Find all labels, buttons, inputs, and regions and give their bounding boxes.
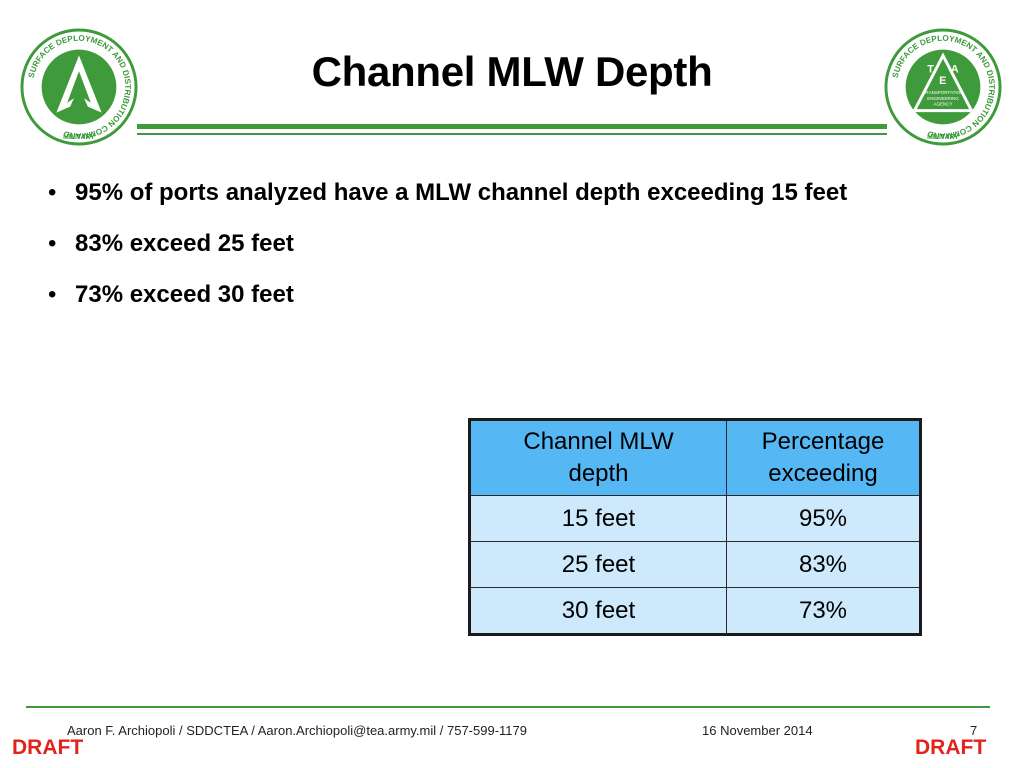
table-row: 25 feet 83% — [469, 541, 921, 588]
percentage-cell: 83% — [726, 541, 921, 588]
left-seal-bottom-text: MILITARY — [63, 134, 95, 141]
depth-cell: 25 feet — [469, 541, 727, 588]
tea-seal-icon: SURFACE DEPLOYMENT AND DISTRIBUTION COMM… — [884, 28, 1002, 146]
table-header-row: Channel MLW depth Percentage exceeding — [469, 419, 921, 496]
footer-author: Aaron F. Archiopoli / SDDCTEA / Aaron.Ar… — [67, 723, 527, 738]
draft-label-left: DRAFT — [12, 736, 84, 759]
bullet-list: • 95% of ports analyzed have a MLW chann… — [48, 178, 948, 331]
header-line: depth — [568, 460, 629, 487]
tea-inner-text-1: TRANSPORTATION — [923, 90, 964, 95]
tea-letter-e: E — [939, 75, 946, 87]
bullet-item: • 73% exceed 30 feet — [48, 280, 935, 310]
percentage-cell: 73% — [726, 587, 921, 635]
bullet-icon: • — [48, 179, 57, 206]
depth-cell: 15 feet — [469, 495, 727, 542]
right-seal-bottom-text: MILITARY — [927, 134, 959, 141]
tea-inner-text-3: AGENCY — [933, 102, 952, 107]
channel-depth-table: Channel MLW depth Percentage exceeding 1… — [468, 418, 922, 636]
header-line: Channel MLW — [523, 428, 674, 455]
bullet-text: 95% of ports analyzed have a MLW channel… — [75, 179, 848, 206]
draft-label-right: DRAFT — [915, 736, 987, 759]
header-line: exceeding — [768, 460, 878, 487]
table-row: 30 feet 73% — [469, 587, 921, 635]
tea-inner-text-2: ENGINEERING — [927, 96, 959, 101]
bullet-text: 73% exceed 30 feet — [75, 281, 294, 308]
sddc-seal-icon: SURFACE DEPLOYMENT AND DISTRIBUTION COMM… — [20, 28, 138, 146]
column-header-percentage: Percentage exceeding — [726, 419, 921, 496]
page-number: 7 — [970, 723, 978, 738]
bullet-text: 83% exceed 25 feet — [75, 230, 294, 257]
tea-letter-t: T — [927, 63, 934, 75]
column-header-depth: Channel MLW depth — [469, 419, 727, 496]
title-divider — [137, 124, 887, 129]
bullet-icon: • — [48, 281, 57, 308]
percentage-cell: 95% — [726, 495, 921, 542]
tea-letter-a: A — [951, 63, 959, 75]
footer-date: 16 November 2014 — [702, 723, 813, 738]
header-line: Percentage — [761, 428, 885, 455]
footer-divider — [26, 706, 990, 708]
bullet-icon: • — [48, 230, 57, 257]
bullet-item: • 95% of ports analyzed have a MLW chann… — [48, 178, 935, 208]
slide-title: Channel MLW Depth — [311, 48, 713, 95]
title-divider-thin — [137, 133, 887, 135]
table-row: 15 feet 95% — [469, 495, 921, 542]
depth-cell: 30 feet — [469, 587, 727, 635]
bullet-item: • 83% exceed 25 feet — [48, 229, 935, 259]
